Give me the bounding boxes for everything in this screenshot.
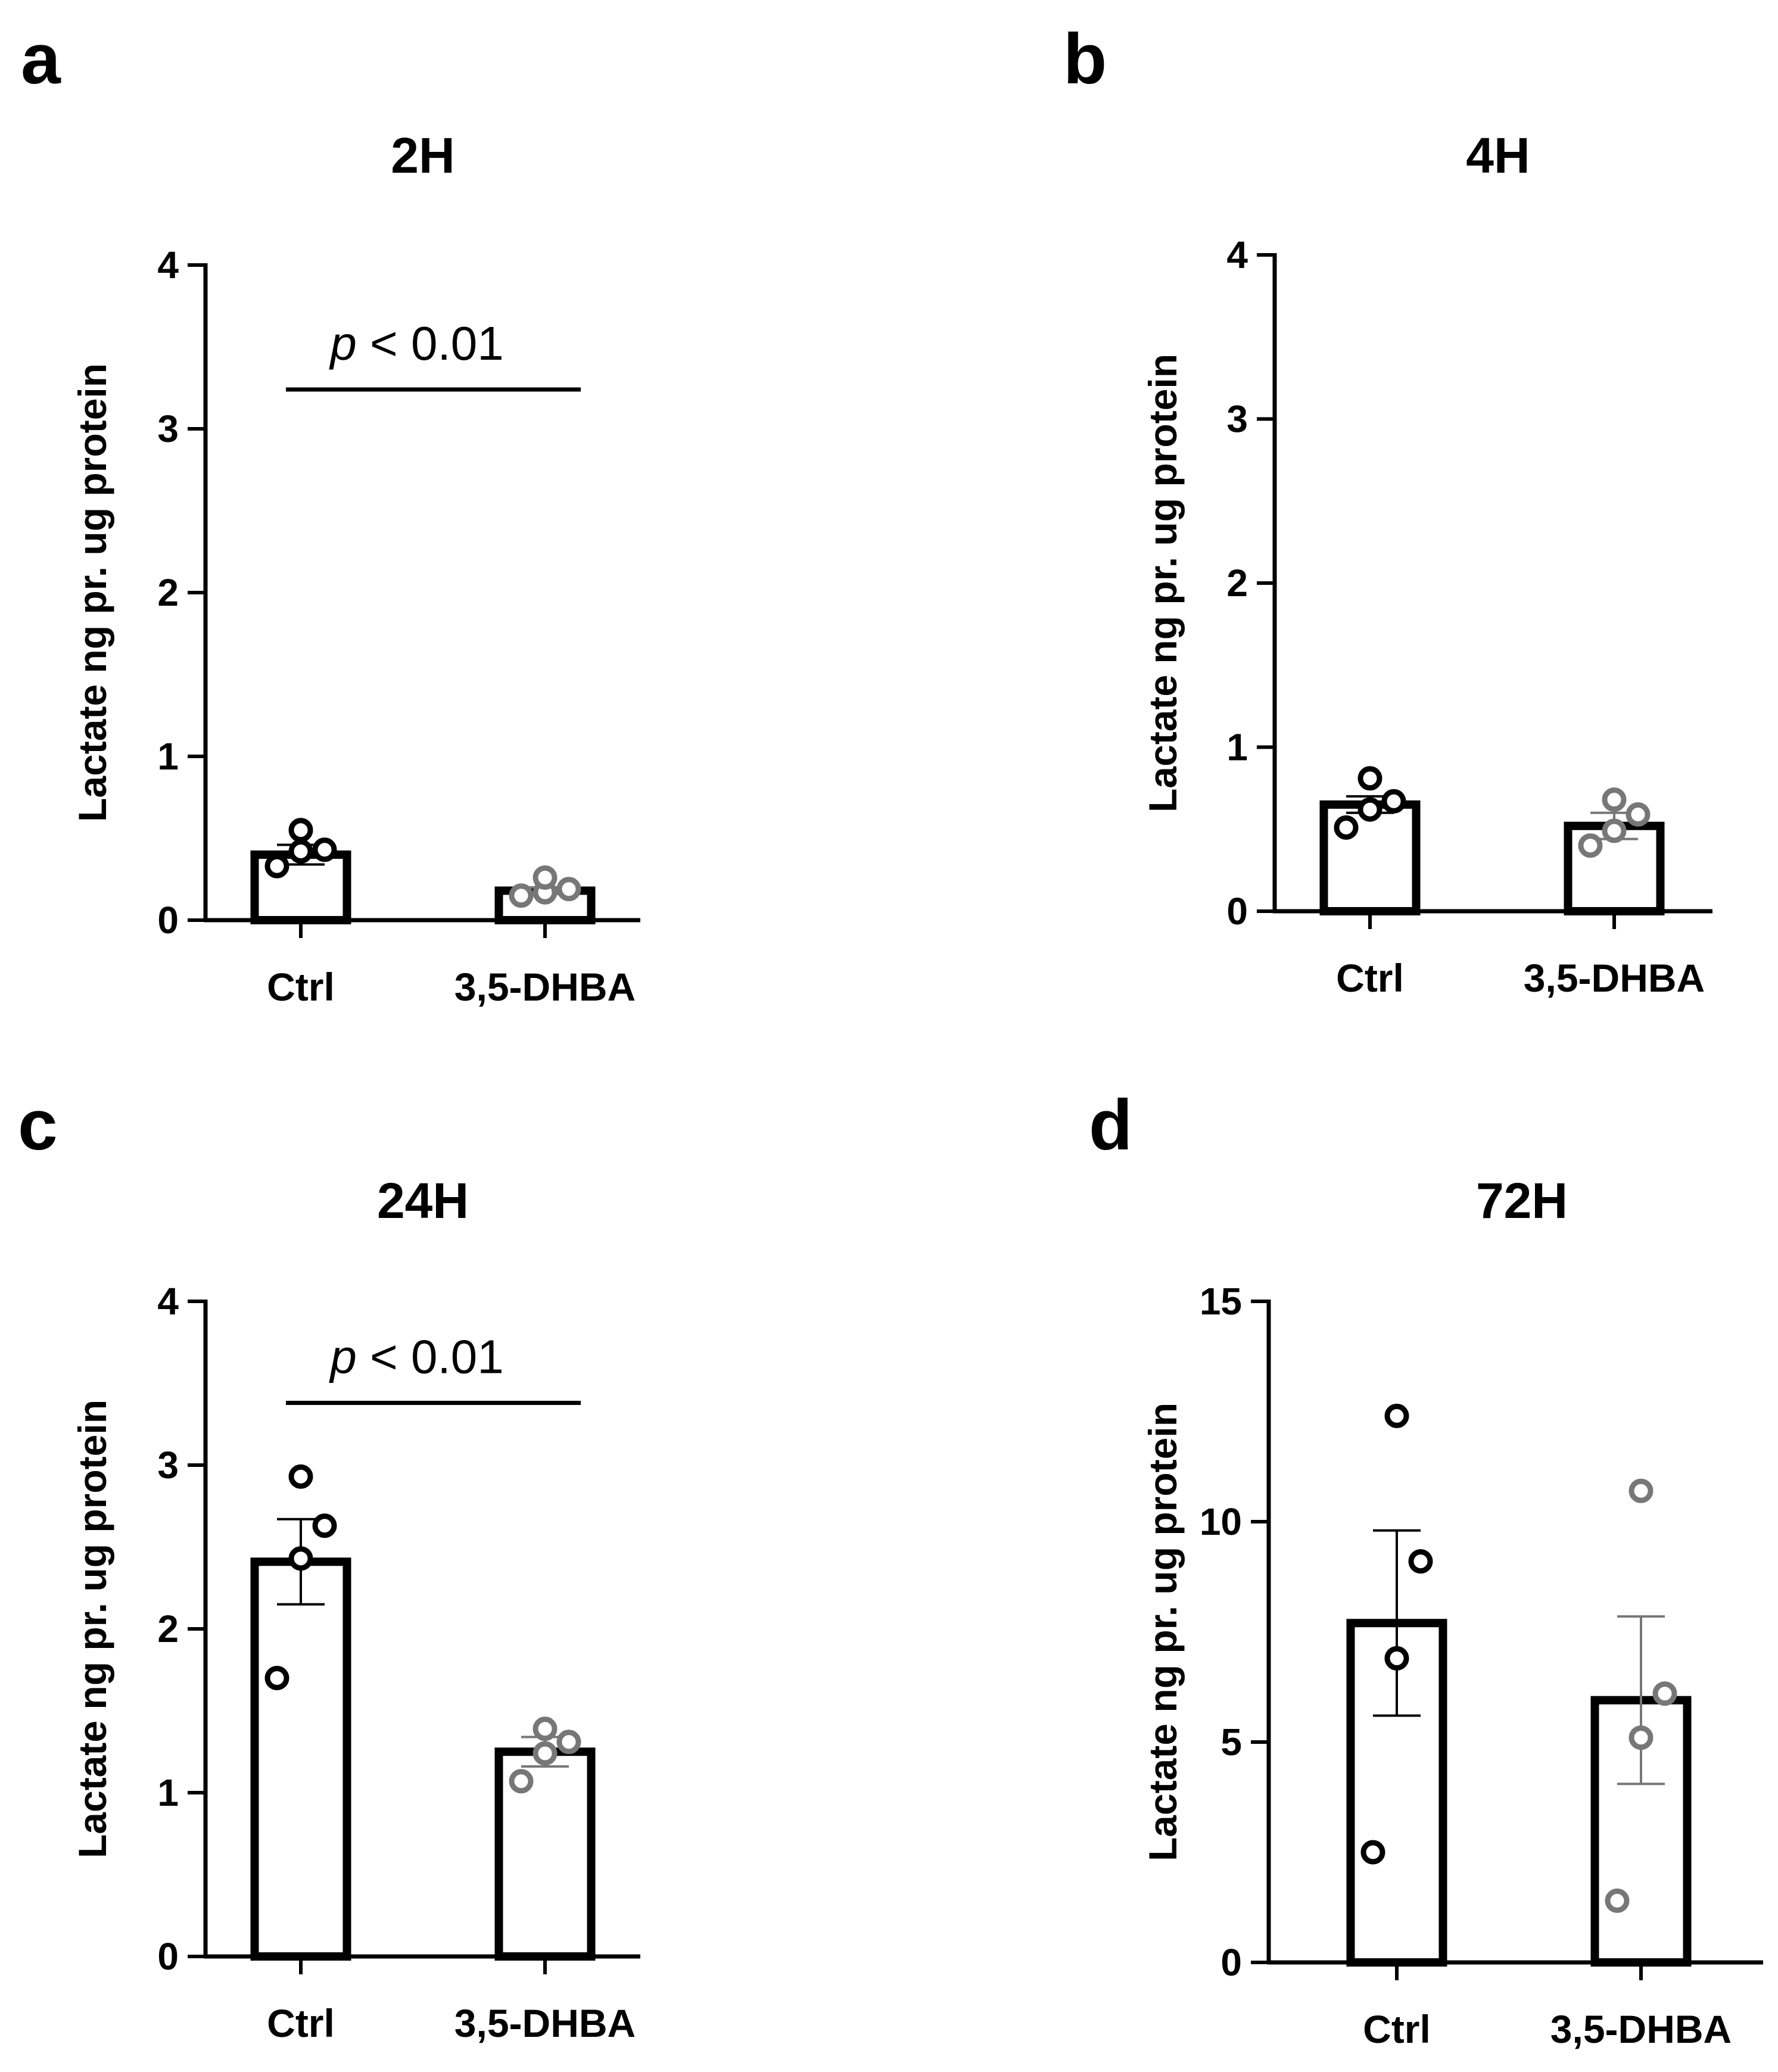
data-point (1357, 766, 1382, 791)
y-tick-label: 4 (157, 1280, 179, 1323)
y-tick-label: 0 (1220, 1941, 1242, 1984)
data-point (1360, 1840, 1385, 1865)
data-point (1652, 1681, 1677, 1706)
y-tick-label: 1 (1226, 726, 1248, 769)
panel-letter: d (1089, 1085, 1132, 1165)
significance-label: p < 0.01 (329, 317, 503, 370)
data-point (264, 853, 289, 878)
y-tick-label: 5 (1220, 1721, 1242, 1763)
chart-title: 2H (391, 127, 454, 183)
y-tick-label: 2 (1226, 562, 1248, 605)
data-point (1578, 833, 1603, 858)
data-point (312, 1513, 337, 1538)
data-point (1605, 1888, 1630, 1913)
x-category-label: Ctrl (1336, 956, 1404, 1000)
data-point (533, 865, 558, 890)
y-tick-label: 10 (1200, 1500, 1242, 1543)
x-category-label: Ctrl (1363, 2007, 1431, 2051)
significance-value: < 0.01 (357, 317, 504, 370)
data-point (288, 839, 313, 864)
panel-c: c 24H Lactate ng pr. ug protein 0 1 2 3 4 Ctrl 3,… (18, 1085, 640, 2045)
y-tick-label: 3 (157, 407, 179, 450)
chart-title: 4H (1466, 127, 1530, 183)
data-point (288, 1464, 313, 1489)
x-category-label: Ctrl (267, 2001, 335, 2045)
y-tick-label: 3 (157, 1444, 179, 1487)
data-point (1626, 802, 1651, 827)
y-axis-label: Lactate ng pr. ug protein (1141, 1403, 1185, 1861)
data-point (533, 1716, 558, 1741)
data-point (1628, 1725, 1654, 1750)
panel-a: a 2H Lactate ng pr. ug protein 0 1 2 3 4 Ctrl 3,5… (21, 19, 640, 1009)
data-point (1408, 1549, 1433, 1574)
data-point (264, 1666, 289, 1690)
x-category-label: 3,5-DHBA (454, 2001, 636, 2045)
y-tick-label: 3 (1226, 398, 1248, 441)
chart-title: 24H (377, 1173, 469, 1229)
data-point (1381, 789, 1406, 814)
data-point (288, 1546, 313, 1571)
data-point (288, 818, 313, 843)
bar-ctrl (250, 1557, 351, 1961)
data-point (1602, 787, 1627, 812)
chart-title: 72H (1476, 1173, 1568, 1229)
y-tick-label: 4 (1226, 233, 1248, 276)
data-point (509, 1769, 534, 1794)
y-tick-label: 0 (157, 899, 179, 942)
y-axis-label: Lactate ng pr. ug protein (70, 363, 114, 822)
y-tick-label: 1 (157, 1771, 179, 1814)
data-point (1628, 1478, 1654, 1503)
significance-label: p < 0.01 (329, 1331, 503, 1384)
y-axis-label: Lactate ng pr. ug protein (1141, 354, 1185, 812)
panel-letter: b (1063, 19, 1107, 99)
x-category-label: 3,5-DHBA (1550, 2007, 1732, 2051)
y-tick-label: 15 (1200, 1280, 1242, 1323)
y-tick-label: 4 (157, 244, 179, 286)
data-point (556, 1730, 581, 1755)
panel-letter: c (18, 1085, 58, 1165)
y-tick-label: 2 (157, 1607, 179, 1650)
data-point (509, 883, 534, 908)
panel-d: d 72H Lactate ng pr. ug protein 0 5 10 15 Ctrl 3… (1089, 1085, 1763, 2051)
significance-p: p (329, 1331, 357, 1384)
data-point (533, 1741, 558, 1766)
data-point (1357, 797, 1382, 822)
y-axis-label: Lactate ng pr. ug protein (70, 1400, 114, 1858)
data-point (312, 837, 337, 862)
panel-letter: a (21, 19, 61, 99)
x-category-label: 3,5-DHBA (1524, 956, 1705, 1000)
y-tick-label: 1 (157, 735, 179, 778)
data-point (1334, 815, 1359, 840)
data-point (1384, 1646, 1409, 1671)
y-tick-label: 0 (1226, 890, 1248, 933)
data-point (1384, 1403, 1409, 1428)
significance-value: < 0.01 (357, 1331, 504, 1384)
data-point (1602, 818, 1627, 843)
y-tick-label: 2 (157, 571, 179, 614)
y-tick-label: 0 (157, 1935, 179, 1978)
significance-p: p (329, 317, 357, 370)
data-point (556, 877, 581, 902)
panel-b: b 4H Lactate ng pr. ug protein 0 1 2 3 4 Ctrl 3,5… (1063, 19, 1712, 1000)
x-category-label: Ctrl (267, 965, 335, 1009)
x-category-label: 3,5-DHBA (454, 965, 636, 1009)
